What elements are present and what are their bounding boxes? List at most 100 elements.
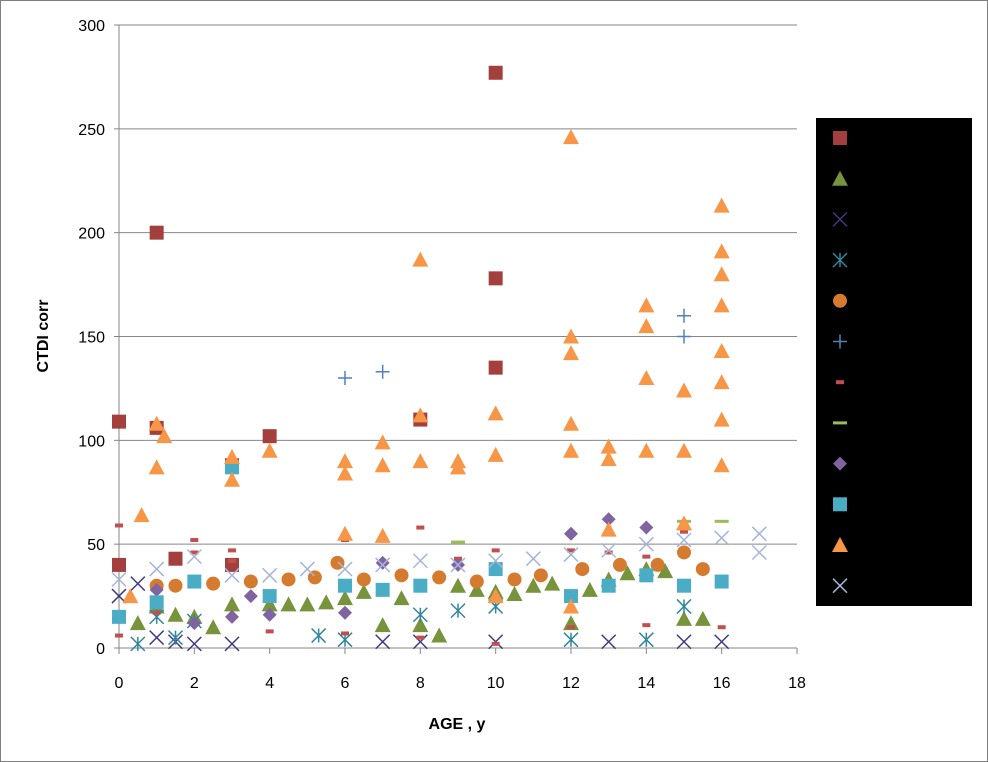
grid [119, 24, 797, 545]
data-point [488, 271, 503, 286]
data-point [187, 616, 202, 631]
data-point [717, 625, 726, 630]
legend-marker-3 [832, 211, 848, 227]
data-point [713, 197, 730, 213]
data-point [657, 563, 674, 579]
data-point [394, 568, 409, 583]
x-tick-label: 4 [265, 675, 274, 692]
data-point [677, 578, 691, 593]
data-point [677, 308, 691, 323]
data-point [261, 596, 278, 612]
y-tick-label: 250 [78, 122, 105, 139]
data-point [506, 586, 523, 602]
series-7 [115, 523, 726, 646]
data-point [676, 382, 692, 398]
data-point [356, 572, 371, 587]
data-point [412, 407, 429, 423]
legend-marker-1 [833, 131, 847, 145]
x-tick-label: 2 [190, 675, 199, 692]
data-point [491, 548, 500, 553]
x-tick-label: 16 [713, 675, 731, 692]
data-point [488, 634, 504, 650]
data-point [112, 414, 126, 429]
data-point [488, 562, 503, 577]
data-point [375, 634, 391, 650]
data-point [638, 442, 655, 458]
data-point [111, 571, 127, 588]
data-point [337, 561, 353, 577]
data-point [156, 428, 173, 444]
data-point [563, 598, 579, 614]
data-point [224, 567, 240, 583]
data-point [261, 442, 278, 458]
axes [114, 24, 798, 654]
data-point [601, 542, 617, 558]
data-point [487, 405, 504, 421]
data-point [713, 457, 730, 473]
data-point [374, 617, 391, 633]
data-point [228, 548, 236, 553]
data-point [190, 550, 199, 555]
data-point [601, 634, 617, 650]
data-point [224, 471, 240, 487]
data-point [567, 548, 575, 553]
data-point [612, 557, 627, 572]
data-point [469, 574, 484, 589]
y-tick-label: 0 [96, 641, 105, 658]
data-point [563, 328, 579, 344]
data-point [149, 582, 164, 597]
data-point [393, 590, 410, 606]
data-point [450, 603, 466, 619]
data-point [355, 583, 372, 599]
y-tick-label: 150 [78, 330, 105, 347]
data-point [168, 578, 183, 593]
data-point [168, 551, 183, 566]
data-point [638, 370, 655, 386]
legend-marker-10 [833, 497, 847, 512]
data-point [311, 628, 327, 644]
legend-marker-2 [832, 170, 848, 186]
data-point [525, 577, 542, 593]
data-point [224, 448, 240, 464]
data-point [375, 557, 391, 573]
data-point [224, 636, 240, 652]
data-point [600, 521, 617, 537]
data-point [338, 578, 352, 593]
data-point [450, 557, 466, 573]
data-point [567, 625, 575, 630]
data-point [412, 607, 428, 623]
x-tick-label: 14 [637, 675, 655, 692]
data-point [714, 530, 730, 546]
data-point [375, 555, 390, 570]
data-point [412, 453, 429, 469]
series-1 [112, 65, 503, 572]
data-point [330, 555, 345, 570]
data-point [450, 459, 466, 475]
data-point [676, 442, 692, 458]
data-point [713, 243, 730, 259]
data-point [280, 596, 297, 612]
data-point [187, 574, 202, 589]
data-point [416, 525, 425, 530]
data-point [262, 589, 277, 604]
data-point [713, 374, 730, 390]
series-6 [338, 308, 691, 386]
data-point [488, 65, 503, 80]
data-point [416, 635, 425, 640]
data-point [639, 568, 654, 583]
data-point [714, 634, 730, 650]
data-point [638, 297, 655, 313]
data-point [224, 596, 240, 612]
data-point [186, 636, 202, 652]
x-tick-label: 10 [487, 675, 505, 692]
data-point [677, 329, 691, 344]
data-point [374, 457, 391, 473]
data-point [228, 558, 236, 563]
data-point [205, 619, 222, 635]
data-point [412, 553, 428, 569]
data-point [676, 598, 692, 614]
data-point [112, 557, 126, 572]
y-tick-label: 50 [87, 537, 105, 554]
data-point [563, 442, 579, 458]
data-point [206, 576, 221, 591]
